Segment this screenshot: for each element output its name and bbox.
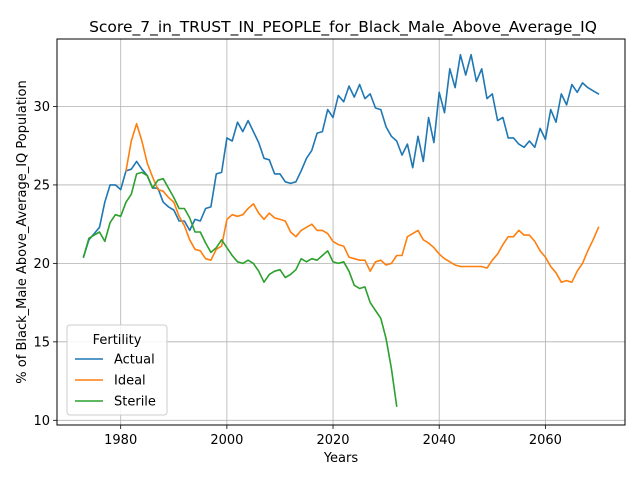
x-tick-label: 2040 <box>423 433 456 448</box>
chart-title: Score_7_in_TRUST_IN_PEOPLE_for_Black_Mal… <box>89 18 597 37</box>
legend-title: Fertility <box>93 333 142 348</box>
x-tick-label: 2060 <box>529 433 562 448</box>
legend-label-sterile: Sterile <box>114 395 156 410</box>
y-axis-label: % of Black_Male Above_Average_IQ Populat… <box>15 80 30 383</box>
x-axis-label: Years <box>323 451 359 466</box>
legend-label-ideal: Ideal <box>114 374 146 389</box>
y-tick-label: 10 <box>33 414 50 429</box>
x-tick-label: 2020 <box>316 433 349 448</box>
x-tick-label: 1980 <box>104 433 137 448</box>
y-tick-label: 15 <box>33 335 50 350</box>
x-tick-label: 2000 <box>210 433 243 448</box>
legend: Fertility Actual Ideal Sterile <box>67 325 167 415</box>
y-tick-label: 25 <box>33 178 50 193</box>
y-tick-label: 30 <box>33 100 50 115</box>
legend-label-actual: Actual <box>114 353 155 368</box>
y-tick-label: 20 <box>33 257 50 272</box>
